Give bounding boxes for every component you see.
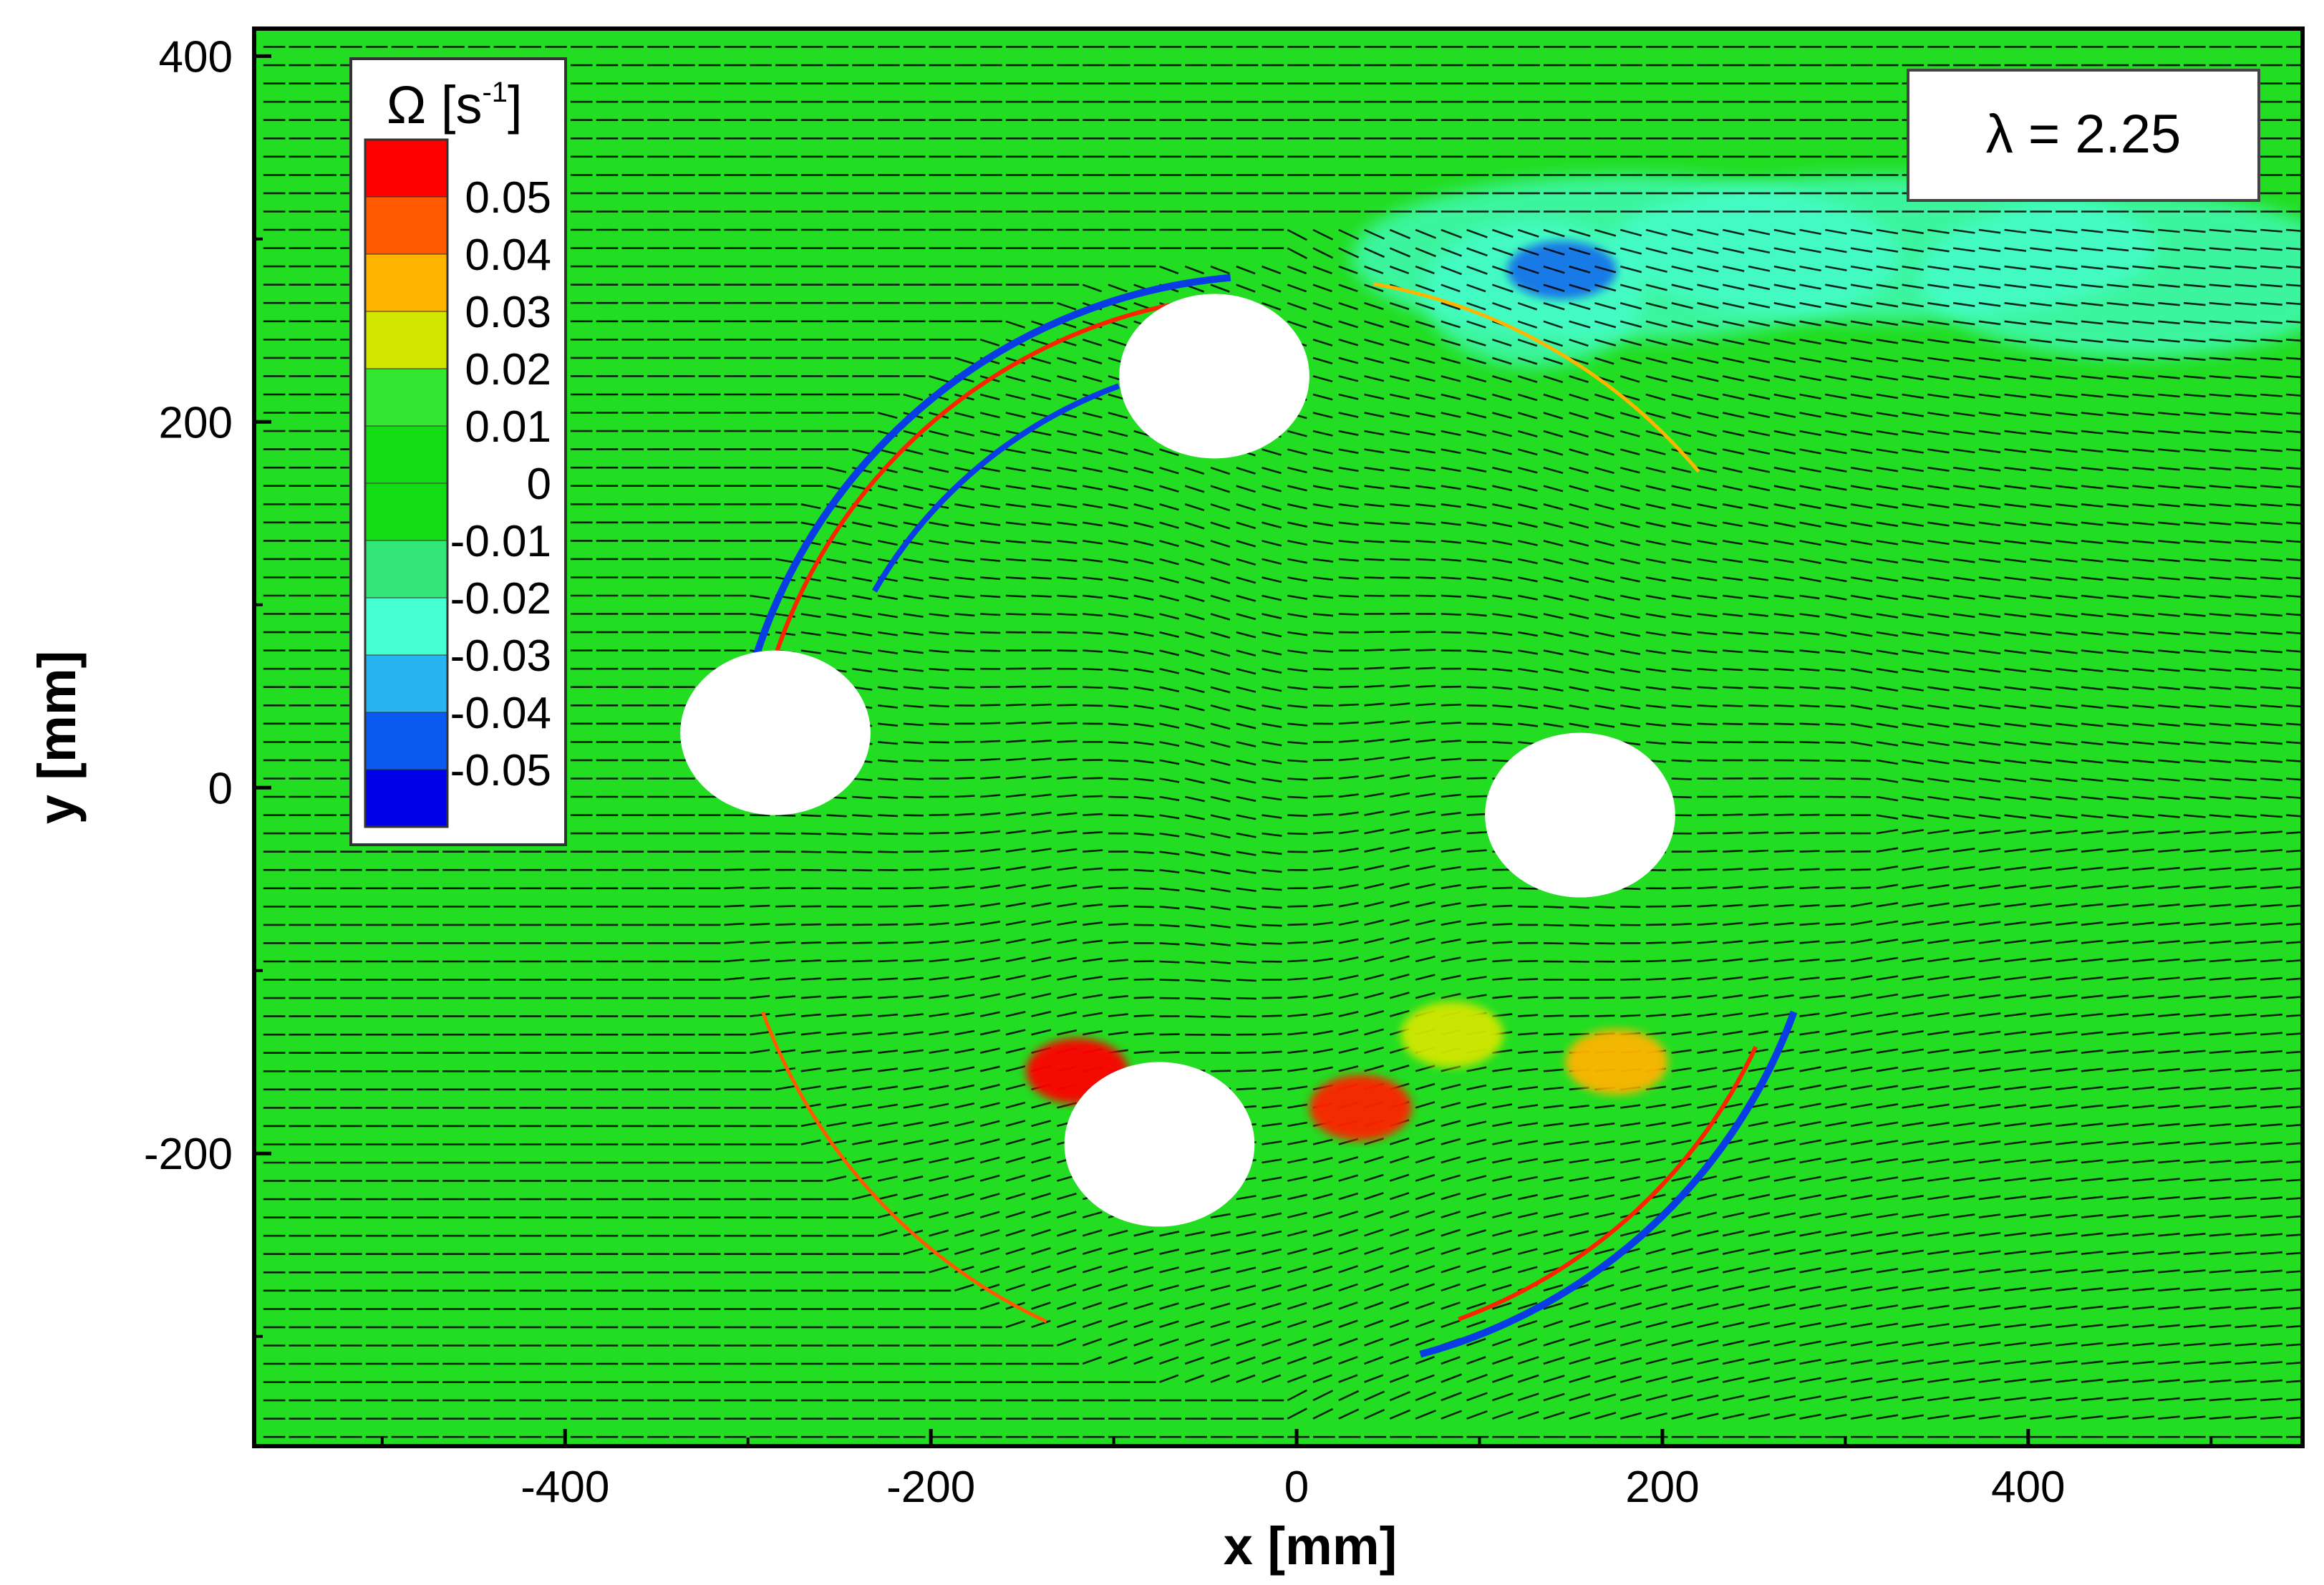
colorbar-level-label: 0.04 xyxy=(465,231,551,280)
rotor-arc-blue xyxy=(734,273,1231,730)
colorbar-swatch xyxy=(364,368,448,427)
wake-patch xyxy=(1918,193,2303,358)
colorbar-level-label: -0.04 xyxy=(450,689,551,738)
colorbar-swatch xyxy=(364,597,448,656)
vortex-blob xyxy=(1309,1075,1412,1141)
colorbar-legend: Ω [s-1] 0.05 0.04 0.03 0.02 0.01 0 -0.01 -0.02 -… xyxy=(349,57,567,846)
rotor-shear-layer xyxy=(734,273,1798,1358)
colorbar-swatch xyxy=(364,483,448,541)
colorbar-swatch xyxy=(364,712,448,770)
axes: -400 -200 0 200 400 -200 0 200 400 xyxy=(144,32,2213,1512)
rotor-arc-lower-red xyxy=(1458,1046,1758,1322)
lambda-label: λ = 2.25 xyxy=(1986,104,2182,165)
colorbar-swatch xyxy=(364,311,448,369)
y-tick-label: 200 xyxy=(159,398,233,447)
blade-mask xyxy=(1485,732,1675,898)
colorbar-level-label: 0.05 xyxy=(465,173,551,223)
colorbar-level-label: 0.03 xyxy=(465,288,551,337)
rotor-arc-lower-blue xyxy=(1419,1010,1798,1358)
colorbar-border xyxy=(364,138,449,828)
colorbar-level-label: 0 xyxy=(527,460,551,509)
x-tick-label: 0 xyxy=(1284,1463,1309,1512)
colorbar-level-label: 0.01 xyxy=(465,402,551,452)
blade-mask xyxy=(1064,1062,1255,1227)
x-axis-title: x [mm] xyxy=(1224,1516,1398,1576)
colorbar-swatch xyxy=(364,139,448,198)
y-tick-label: 0 xyxy=(208,764,233,813)
x-tick-label: 400 xyxy=(1991,1463,2065,1512)
colorbar-swatches xyxy=(364,138,449,828)
vortex-blob xyxy=(1565,1029,1668,1095)
rotor-arc-left-lower xyxy=(761,1011,1047,1324)
rotor-arc-inner-blue xyxy=(871,383,1120,593)
colorbar-swatch xyxy=(364,540,448,598)
colorbar-level-label: 0.02 xyxy=(465,345,551,394)
colorbar-level-label: -0.01 xyxy=(450,517,551,566)
x-tick-label: -200 xyxy=(886,1463,975,1512)
blade-masks xyxy=(680,294,1675,1227)
colorbar-level-label: -0.02 xyxy=(450,574,551,624)
plot-area xyxy=(254,29,2303,1446)
y-tick-label: -200 xyxy=(144,1130,233,1179)
colorbar-swatch xyxy=(364,196,448,255)
y-tick-label: 400 xyxy=(159,32,233,82)
lambda-annotation: λ = 2.25 xyxy=(1907,69,2260,202)
colorbar-swatch xyxy=(364,769,448,828)
blade-mask xyxy=(680,650,871,815)
x-tick-label: -400 xyxy=(521,1463,609,1512)
colorbar-title: Ω [s-1] xyxy=(387,75,523,135)
vortex-blob xyxy=(1400,1002,1504,1068)
colorbar-labels: 0.05 0.04 0.03 0.02 0.01 0 -0.01 -0.02 -0.03 -0.0… xyxy=(450,173,551,795)
wake-core xyxy=(1506,241,1617,300)
rotor-arc-red xyxy=(764,299,1187,688)
colorbar-swatch xyxy=(364,253,448,312)
colorbar-swatch xyxy=(364,425,448,484)
plot-frame xyxy=(252,26,2305,1448)
x-tick-label: 200 xyxy=(1625,1463,1699,1512)
rotor-arc-yellow xyxy=(1373,282,1700,473)
colorbar-level-label: -0.03 xyxy=(450,631,551,681)
blade-mask xyxy=(1119,294,1309,459)
colorbar-level-label: -0.05 xyxy=(450,746,551,795)
y-axis-title: y [mm] xyxy=(27,651,87,825)
colorbar-swatch xyxy=(364,654,448,713)
